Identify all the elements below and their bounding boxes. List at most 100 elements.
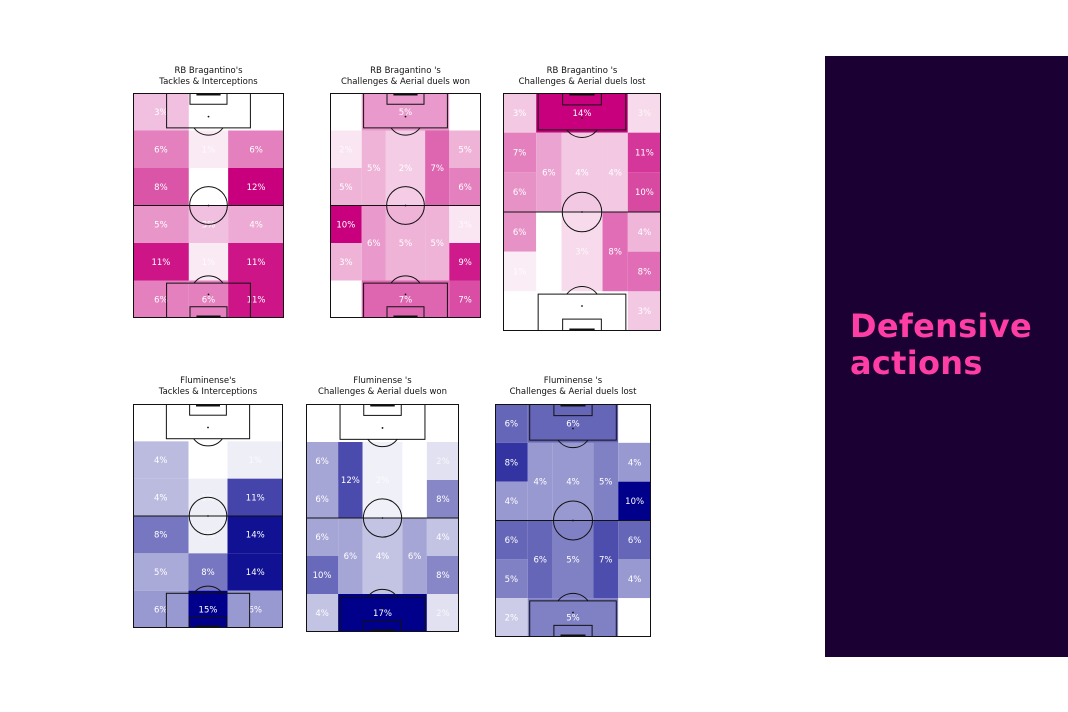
heat-cell — [618, 559, 651, 599]
heat-cell — [306, 480, 339, 518]
heat-cell — [503, 251, 537, 292]
sidebar-panel: Defensive actions — [825, 56, 1068, 657]
heat-cell — [449, 205, 481, 243]
heat-cell-label: 0% — [542, 248, 556, 258]
pitch-heatmap: 2% 5% 2% 2% 5% 2% 7% 5% 5% 6% 10% 6% 5% 5% 3% 3% 9% 0% 7% 7… — [330, 93, 481, 318]
heat-cell-label: 6% — [154, 295, 168, 305]
heat-cell — [627, 93, 661, 133]
heat-cell — [552, 520, 594, 599]
title-line-1: RB Bragantino's — [174, 66, 243, 76]
heat-cell-label: 2% — [436, 609, 450, 619]
heat-cell — [228, 205, 284, 243]
heat-cell — [426, 556, 459, 594]
pitch-heatmap: 6% 6% 0% 8% 4% 4% 5% 4% 4% 10% 6% 6% 5% 7% 6% 5% 4% 2% 5% 0… — [495, 404, 651, 637]
title-line-2: Tackles & Interceptions — [158, 386, 258, 397]
heat-cell-label: 5% — [599, 478, 613, 488]
heat-cell-label: 6% — [315, 457, 329, 467]
heat-cell-label: 4% — [638, 228, 652, 238]
heat-cell — [227, 478, 283, 516]
heat-cell-label: 7% — [513, 149, 527, 159]
heat-cell-label: 4% — [249, 220, 263, 230]
title-line-1: Fluminense's — [180, 376, 236, 386]
heat-cell-label: 6% — [154, 605, 168, 615]
heat-cell — [593, 520, 619, 599]
heat-cell — [385, 205, 426, 281]
heat-cell-label: 8% — [505, 458, 519, 468]
heat-cell — [361, 205, 386, 281]
heat-cell — [618, 442, 651, 482]
heat-cell-label: 5% — [399, 239, 413, 249]
pitch-heatmap: 0% 0% 0% 4% 0% 1% 4% 1% 11% 8% 1% 14% 5% 8% 14% 6% 15% 6% — [133, 404, 283, 628]
chart-title: Fluminense's Tackles & Interceptions — [133, 376, 283, 397]
heat-cell-label: 11% — [635, 149, 654, 159]
heat-cell — [627, 212, 661, 252]
heat-cell — [133, 205, 189, 243]
heat-cell — [338, 404, 427, 442]
heat-cell — [449, 280, 481, 318]
heat-cell — [228, 280, 284, 318]
heat-cell — [133, 93, 189, 131]
heat-cell — [228, 168, 284, 206]
heat-cell — [627, 132, 661, 173]
heat-cell-label: 6% — [315, 495, 329, 505]
heat-cell-label: 4% — [154, 493, 168, 503]
heat-cell-label: 1% — [201, 493, 215, 503]
heat-cell — [449, 168, 481, 206]
heat-cell — [306, 442, 339, 480]
heat-cell — [627, 172, 661, 212]
heat-cell-label: 15% — [199, 605, 218, 615]
heat-cell-label: 3% — [513, 109, 527, 119]
heat-cell — [361, 280, 450, 318]
heat-cell — [593, 442, 619, 521]
heat-cell — [426, 442, 459, 480]
heat-cell — [527, 442, 553, 521]
heat-cell — [449, 130, 481, 168]
heat-cell-label: 14% — [573, 109, 592, 119]
heat-cell-label: 2% — [376, 476, 390, 486]
heat-cell-label: 8% — [154, 531, 168, 541]
heat-cell-label: 0% — [339, 295, 353, 305]
heat-cell-label: 8% — [608, 248, 622, 258]
heat-cell-label: 6% — [513, 188, 527, 198]
heat-cell-label: 6% — [154, 145, 168, 155]
heat-cell-label: 6% — [533, 555, 547, 565]
chart-title: RB Bragantino 's Challenges & Aerial duel… — [330, 66, 481, 87]
heat-cell-label: 8% — [154, 183, 168, 193]
heat-cell — [495, 598, 528, 637]
heat-cell-label: 4% — [608, 168, 622, 178]
heat-cell-label: 3% — [154, 108, 168, 118]
heat-cell-label: 5% — [154, 220, 168, 230]
heat-cell-label: 6% — [542, 168, 556, 178]
heat-cell — [188, 441, 228, 479]
heat-cell — [536, 132, 562, 212]
heat-cell-label: 5% — [399, 108, 413, 118]
title-line-1: Fluminense 's — [353, 376, 412, 386]
heat-cell — [449, 243, 481, 281]
heat-cell-label: 3% — [638, 307, 652, 317]
heat-cell-label: 2% — [339, 108, 353, 118]
heat-cell-label: 5% — [154, 568, 168, 578]
heat-cell — [552, 442, 594, 521]
heat-cell — [495, 442, 528, 482]
heat-cell-label: 10% — [625, 497, 644, 507]
pitch-heatmap: 3% 14% 3% 7% 6% 4% 4% 11% 6% 10% 6% 0% 3% 8% 4% 1% 8% 0% 0… — [503, 93, 661, 331]
heat-cell — [306, 404, 339, 442]
heat-cell-label: 0% — [154, 419, 168, 429]
heat-cell-label: 0% — [202, 183, 216, 193]
chart-title: RB Bragantino's Tackles & Interceptions — [133, 66, 284, 87]
heat-cell — [618, 404, 651, 443]
heat-cell — [330, 168, 362, 206]
heat-cell-label: 4% — [315, 609, 329, 619]
heat-cell — [425, 205, 450, 281]
heat-cell — [330, 280, 362, 318]
heat-cell — [133, 280, 189, 318]
heat-cell-label: 7% — [399, 295, 413, 305]
heat-cell — [188, 404, 228, 442]
heat-cell-label: 6% — [315, 533, 329, 543]
heat-cell — [362, 442, 403, 518]
heat-cell — [133, 553, 189, 591]
heat-cell — [495, 559, 528, 599]
chart-title: Fluminense 's Challenges & Aerial duels w… — [306, 376, 459, 397]
heat-cell — [133, 404, 189, 442]
heat-cell-label: 6% — [628, 536, 642, 546]
